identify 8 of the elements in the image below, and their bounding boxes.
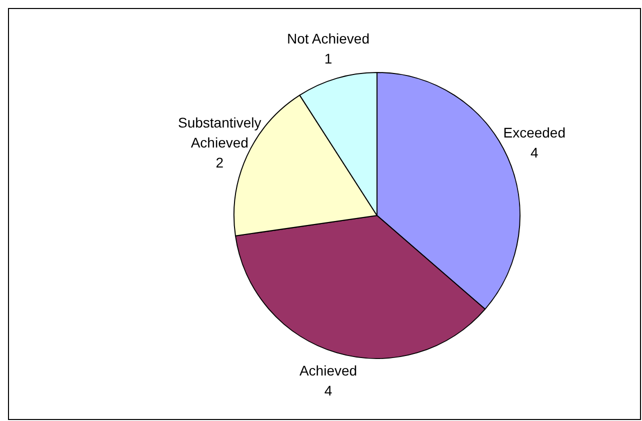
slice-label: Exceeded (503, 124, 566, 140)
slice-label: Achieved (299, 362, 358, 378)
data-label: 4 (324, 382, 332, 398)
slice-label: Substantively Achieved (178, 114, 262, 150)
slice-label: Not Achieved (287, 30, 370, 46)
data-label: 1 (324, 50, 332, 66)
data-label: 2 (216, 154, 224, 170)
data-label: 4 (530, 144, 538, 160)
